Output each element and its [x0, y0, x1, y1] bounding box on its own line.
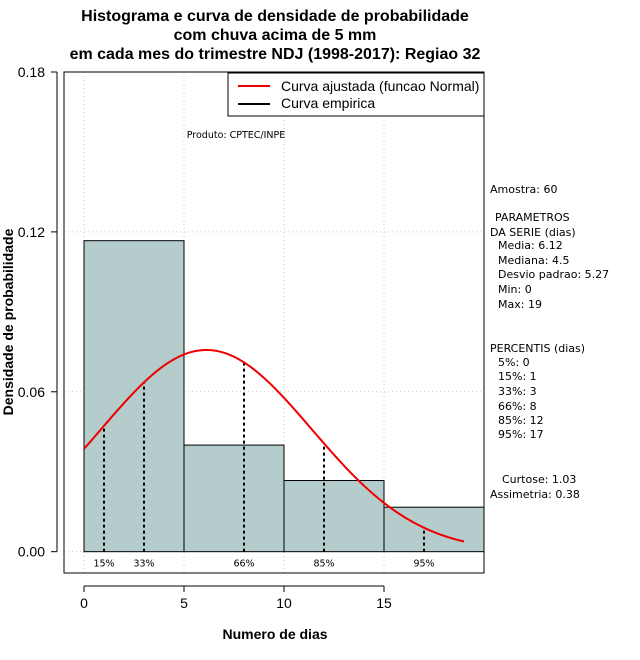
histogram-bar-1: [183, 444, 285, 553]
plot-frame: [63, 71, 485, 574]
product-note: Produto: CPTEC/INPE: [187, 130, 286, 141]
histogram-bar-2: [283, 480, 385, 553]
y-tick-label-0: 0.00: [18, 544, 45, 560]
percentile-label-4: 95%: [413, 559, 434, 570]
percentile-lines: [103, 362, 425, 552]
statistics-panel: Amostra: 60 PARAMETROS DA SERIE (dias) M…: [490, 183, 609, 501]
percentile-labels: 15% 33% 66% 85% 95%: [93, 559, 434, 570]
x-tick-label-2: 10: [276, 595, 292, 611]
param-min: Min: 0: [498, 283, 532, 296]
percentil-95: 95%: 17: [498, 428, 544, 441]
param-mediana: Mediana: 4.5: [498, 254, 569, 267]
params-title-1: PARAMETROS: [495, 211, 570, 224]
histogram-bars: [83, 240, 485, 553]
x-axis-label: Numero de dias: [222, 626, 327, 642]
legend-label-empirical: Curva empirica: [281, 95, 375, 111]
percentile-label-2: 66%: [233, 559, 254, 570]
percentile-label-1: 33%: [133, 559, 154, 570]
percentil-33: 33%: 3: [498, 385, 537, 398]
percentis-title: PERCENTIS (dias): [490, 342, 585, 355]
legend-box: [227, 72, 485, 117]
param-desvio: Desvio padrao: 5.27: [498, 268, 609, 281]
params-title-2: DA SERIE (dias): [490, 226, 576, 239]
chart-title-line-2: com chuva acima de 5 mm: [174, 27, 377, 44]
normal-curve: [83, 348, 465, 543]
y-tick-label-1: 0.06: [18, 384, 45, 400]
sample-size: Amostra: 60: [490, 183, 557, 196]
y-axis: 0.00 0.06 0.12 0.18: [18, 64, 58, 560]
y-tick-label-2: 0.12: [18, 224, 45, 240]
percentil-15: 15%: 1: [498, 370, 537, 383]
percentil-66: 66%: 8: [498, 400, 537, 413]
percentil-85: 85%: 12: [498, 414, 544, 427]
legend-label-fitted: Curva ajustada (funcao Normal): [281, 78, 479, 94]
chart-title-line-3: em cada mes do trimestre NDJ (1998-2017)…: [70, 46, 481, 63]
percentile-label-0: 15%: [93, 559, 114, 570]
y-tick-label-3: 0.18: [18, 64, 45, 80]
param-max: Max: 19: [498, 298, 542, 311]
x-axis: 0 5 10 15: [80, 585, 392, 611]
histogram-bar-0: [83, 240, 185, 553]
y-axis-label: Densidade de probabilidade: [0, 228, 16, 415]
legend: Curva ajustada (funcao Normal) Curva emp…: [227, 72, 485, 117]
kurtosis: Curtose: 1.03: [502, 473, 576, 486]
x-tick-label-1: 5: [180, 595, 188, 611]
normal-curve-group: [83, 348, 465, 543]
chart-title-line-1: Histograma e curva de densidade de proba…: [81, 8, 469, 25]
x-tick-label-3: 15: [376, 595, 392, 611]
skewness: Assimetria: 0.38: [490, 488, 580, 501]
percentil-5: 5%: 0: [498, 356, 530, 369]
x-tick-label-0: 0: [80, 595, 88, 611]
percentile-label-3: 85%: [313, 559, 334, 570]
param-media: Media: 6.12: [498, 239, 563, 252]
